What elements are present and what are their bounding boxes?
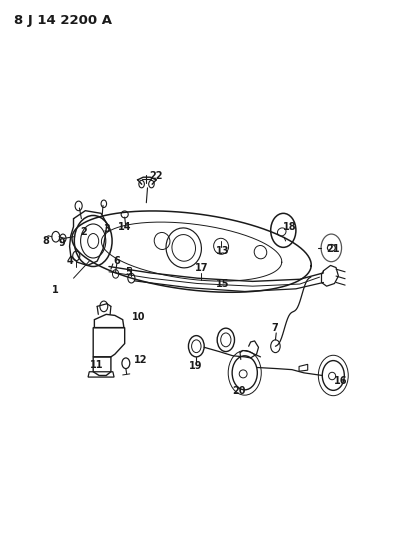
Text: 14: 14 — [118, 222, 132, 232]
Text: 16: 16 — [335, 376, 348, 386]
Text: 7: 7 — [271, 322, 278, 333]
Text: 10: 10 — [132, 312, 145, 322]
Text: 19: 19 — [189, 361, 202, 372]
Text: 12: 12 — [134, 354, 147, 365]
Text: 9: 9 — [58, 238, 65, 247]
Text: 15: 15 — [216, 279, 230, 288]
Text: 5: 5 — [125, 267, 132, 277]
Text: 21: 21 — [327, 244, 340, 254]
Text: 17: 17 — [195, 263, 208, 272]
Text: 18: 18 — [283, 222, 297, 232]
Text: 8: 8 — [43, 236, 49, 246]
Text: 20: 20 — [232, 386, 246, 397]
Text: 3: 3 — [103, 224, 110, 235]
Text: 2: 2 — [80, 227, 87, 237]
Text: 22: 22 — [149, 171, 163, 181]
Text: 13: 13 — [216, 246, 230, 255]
Text: 1: 1 — [53, 286, 59, 295]
Text: 8 J 14 2200 A: 8 J 14 2200 A — [15, 14, 113, 27]
Text: 4: 4 — [66, 256, 73, 266]
Text: 6: 6 — [113, 256, 120, 266]
Text: 11: 11 — [90, 360, 104, 370]
